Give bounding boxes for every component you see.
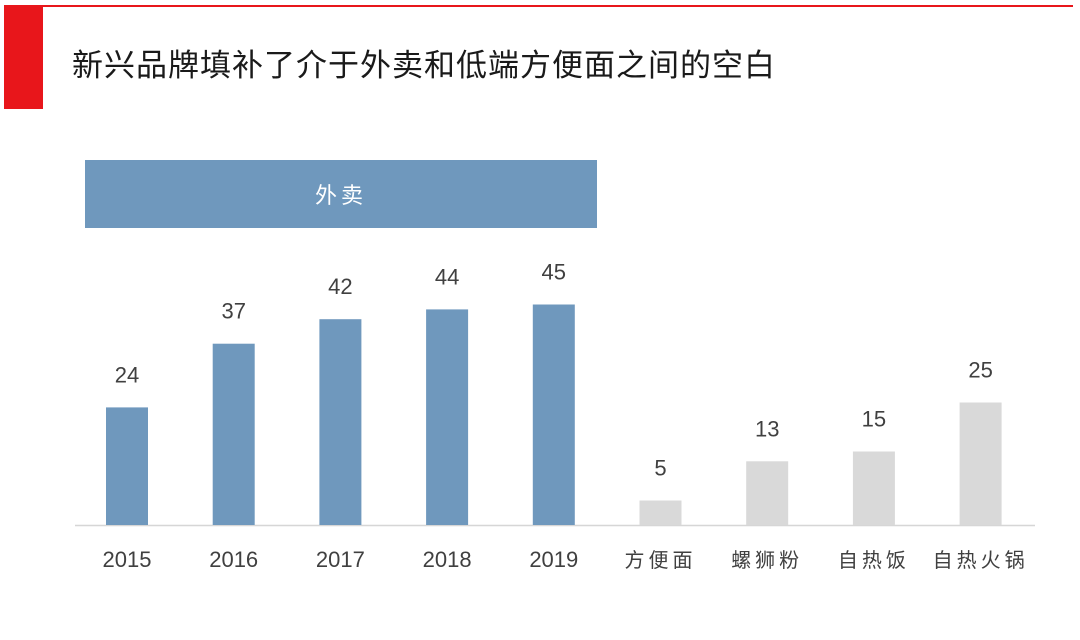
data-label-8: 25 xyxy=(968,358,992,383)
data-label-2: 42 xyxy=(328,274,352,299)
x-tick-label-2: 2017 xyxy=(316,547,365,572)
data-label-3: 44 xyxy=(435,264,459,289)
data-label-7: 15 xyxy=(862,407,886,432)
x-tick-label-3: 2018 xyxy=(423,547,472,572)
bar-1 xyxy=(212,343,255,525)
x-tick-label-1: 2016 xyxy=(209,547,258,572)
data-label-0: 24 xyxy=(115,362,139,387)
x-tick-label-6: 螺狮粉 xyxy=(731,548,803,572)
bar-2 xyxy=(319,319,362,525)
data-label-1: 37 xyxy=(221,299,245,324)
bar-0 xyxy=(106,407,148,525)
bar-4 xyxy=(532,304,575,525)
bar-7 xyxy=(852,451,895,525)
data-label-5: 5 xyxy=(654,456,666,481)
data-label-4: 45 xyxy=(542,260,566,285)
bar-8 xyxy=(959,402,1002,525)
data-label-6: 13 xyxy=(755,416,779,441)
x-tick-label-8: 自热火锅 xyxy=(933,548,1029,572)
page-title: 新兴品牌填补了介于外卖和低端方便面之间的空白 xyxy=(72,48,776,84)
bar-5 xyxy=(639,500,682,525)
takeout-group-banner: 外卖 xyxy=(85,160,597,228)
x-tick-label-0: 2015 xyxy=(103,547,152,572)
x-tick-label-5: 方便面 xyxy=(625,548,697,572)
bar-6 xyxy=(746,461,789,525)
title-top-rule xyxy=(43,5,1073,7)
takeout-group-label: 外卖 xyxy=(314,184,367,209)
title-accent-block xyxy=(4,5,43,109)
bar-3 xyxy=(426,309,469,525)
x-tick-label-4: 2019 xyxy=(529,547,578,572)
x-tick-label-7: 自热饭 xyxy=(838,548,910,572)
